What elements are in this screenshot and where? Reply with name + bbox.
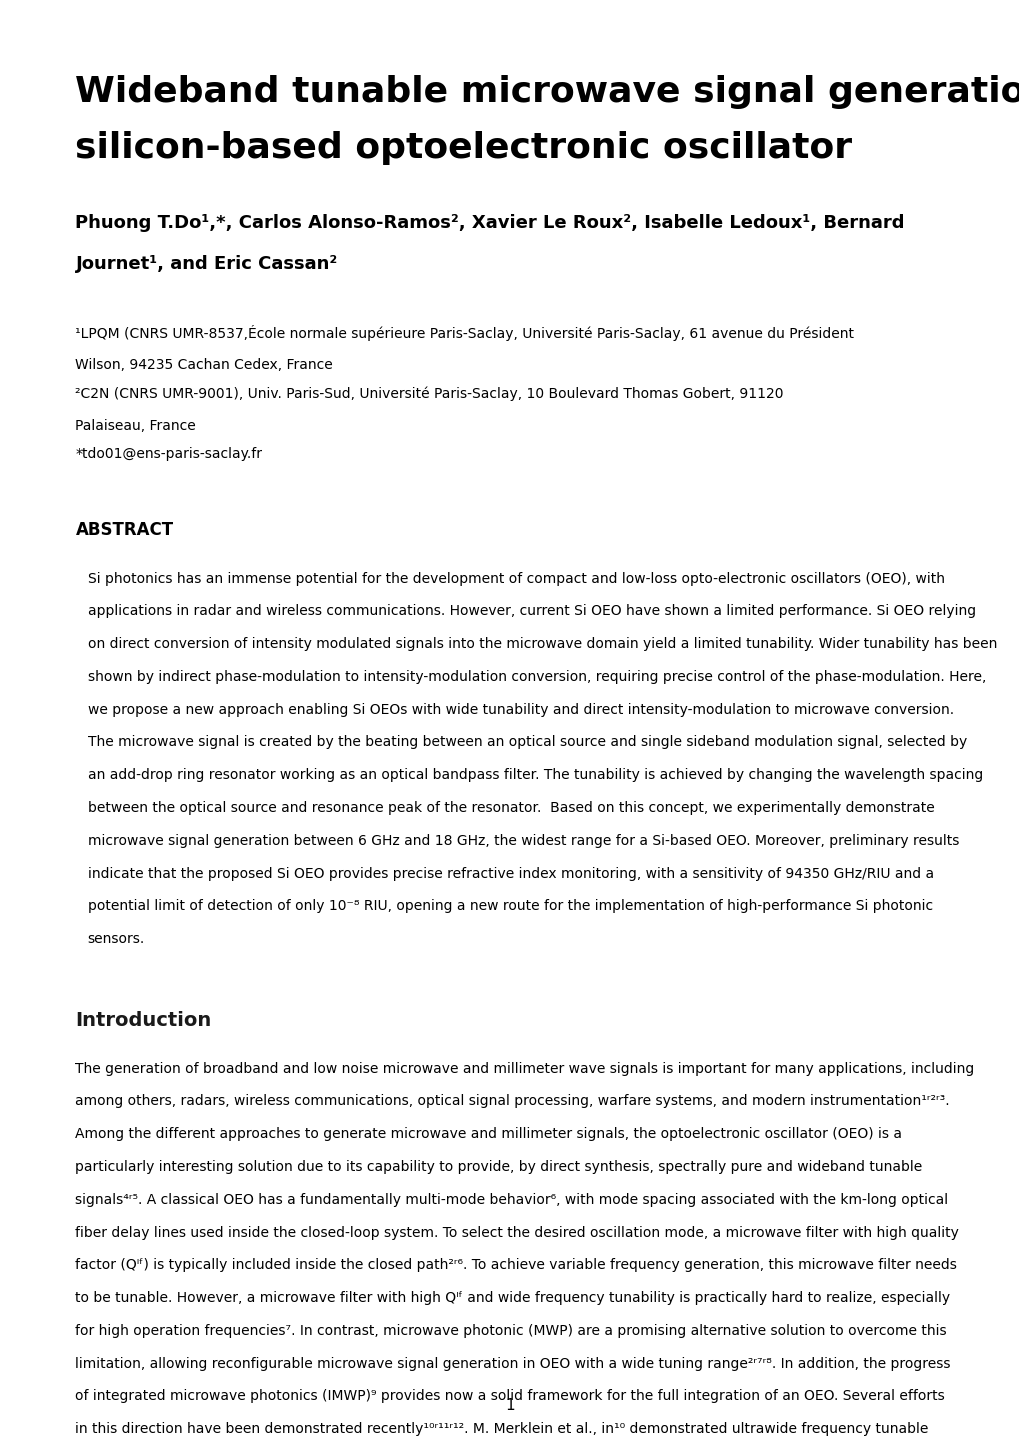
Text: to be tunable. However, a microwave filter with high Qᴵᶠ and wide frequency tuna: to be tunable. However, a microwave filt… — [75, 1291, 950, 1305]
Text: Phuong T.Do¹,*, Carlos Alonso-Ramos², Xavier Le Roux², Isabelle Ledoux¹, Bernard: Phuong T.Do¹,*, Carlos Alonso-Ramos², Xa… — [75, 213, 904, 232]
Text: of integrated microwave photonics (IMWP)⁹ provides now a solid framework for the: of integrated microwave photonics (IMWP)… — [75, 1389, 945, 1403]
Text: Si photonics has an immense potential for the development of compact and low-los: Si photonics has an immense potential fo… — [88, 571, 944, 585]
Text: Wilson, 94235 Cachan Cedex, France: Wilson, 94235 Cachan Cedex, France — [75, 358, 333, 372]
Text: Among the different approaches to generate microwave and millimeter signals, the: Among the different approaches to genera… — [75, 1128, 902, 1141]
Text: The microwave signal is created by the beating between an optical source and sin: The microwave signal is created by the b… — [88, 735, 966, 750]
Text: for high operation frequencies⁷. In contrast, microwave photonic (MWP) are a pro: for high operation frequencies⁷. In cont… — [75, 1324, 947, 1338]
Text: on direct conversion of intensity modulated signals into the microwave domain yi: on direct conversion of intensity modula… — [88, 637, 997, 652]
Text: microwave signal generation between 6 GHz and 18 GHz, the widest range for a Si-: microwave signal generation between 6 GH… — [88, 833, 958, 848]
Text: shown by indirect phase-modulation to intensity-modulation conversion, requiring: shown by indirect phase-modulation to in… — [88, 671, 985, 684]
Text: applications in radar and wireless communications. However, current Si OEO have : applications in radar and wireless commu… — [88, 604, 975, 619]
Text: indicate that the proposed Si OEO provides precise refractive index monitoring, : indicate that the proposed Si OEO provid… — [88, 867, 933, 881]
Text: ABSTRACT: ABSTRACT — [75, 521, 173, 539]
Text: factor (Qᴵᶠ) is typically included inside the closed path²ʳ⁶. To achieve variabl: factor (Qᴵᶠ) is typically included insid… — [75, 1259, 957, 1272]
Text: sensors.: sensors. — [88, 932, 145, 946]
Text: Journet¹, and Eric Cassan²: Journet¹, and Eric Cassan² — [75, 255, 337, 273]
Text: particularly interesting solution due to its capability to provide, by direct sy: particularly interesting solution due to… — [75, 1159, 922, 1174]
Text: ²C2N (CNRS UMR-9001), Univ. Paris-Sud, Université Paris-Saclay, 10 Boulevard Tho: ²C2N (CNRS UMR-9001), Univ. Paris-Sud, U… — [75, 386, 784, 401]
Text: Introduction: Introduction — [75, 1011, 212, 1030]
Text: Wideband tunable microwave signal generation in a: Wideband tunable microwave signal genera… — [75, 75, 1019, 110]
Text: signals⁴ʳ⁵. A classical OEO has a fundamentally multi-mode behavior⁶, with mode : signals⁴ʳ⁵. A classical OEO has a fundam… — [75, 1193, 948, 1207]
Text: an add-drop ring resonator working as an optical bandpass filter. The tunability: an add-drop ring resonator working as an… — [88, 769, 982, 782]
Text: among others, radars, wireless communications, optical signal processing, warfar: among others, radars, wireless communica… — [75, 1094, 949, 1109]
Text: we propose a new approach enabling Si OEOs with wide tunability and direct inten: we propose a new approach enabling Si OE… — [88, 702, 953, 717]
Text: silicon-based optoelectronic oscillator: silicon-based optoelectronic oscillator — [75, 130, 852, 164]
Text: Palaiseau, France: Palaiseau, France — [75, 420, 196, 433]
Text: potential limit of detection of only 10⁻⁸ RIU, opening a new route for the imple: potential limit of detection of only 10⁻… — [88, 900, 932, 913]
Text: in this direction have been demonstrated recently¹⁰ʳ¹¹ʳ¹². M. Merklein et al., i: in this direction have been demonstrated… — [75, 1422, 928, 1436]
Text: The generation of broadband and low noise microwave and millimeter wave signals : The generation of broadband and low nois… — [75, 1061, 974, 1076]
Text: between the optical source and resonance peak of the resonator.  Based on this c: between the optical source and resonance… — [88, 800, 933, 815]
Text: fiber delay lines used inside the closed-loop system. To select the desired osci: fiber delay lines used inside the closed… — [75, 1226, 959, 1240]
Text: limitation, allowing reconfigurable microwave signal generation in OEO with a wi: limitation, allowing reconfigurable micr… — [75, 1357, 950, 1370]
Text: 1: 1 — [504, 1399, 515, 1413]
Text: *tdo01@ens-paris-saclay.fr: *tdo01@ens-paris-saclay.fr — [75, 447, 262, 461]
Text: ¹LPQM (CNRS UMR-8537,École normale supérieure Paris-Saclay, Université Paris-Sac: ¹LPQM (CNRS UMR-8537,École normale supér… — [75, 324, 854, 340]
